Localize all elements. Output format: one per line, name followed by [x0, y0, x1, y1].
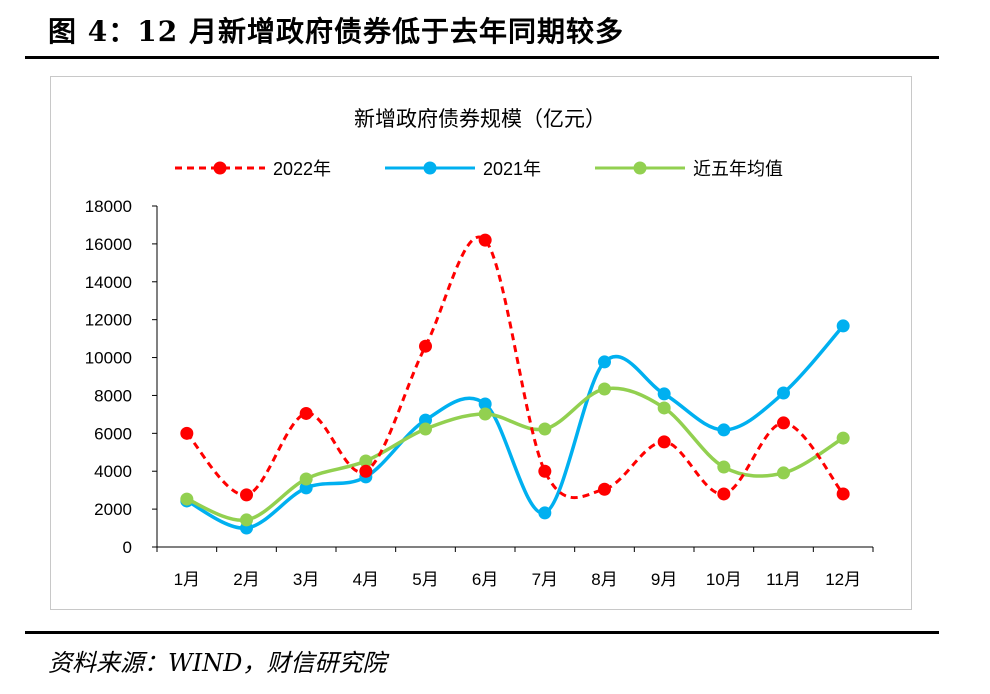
data-point — [538, 506, 552, 520]
data-point — [359, 454, 373, 468]
top-rule — [25, 56, 939, 59]
data-point — [717, 487, 731, 501]
x-tick-label: 2月 — [233, 570, 259, 589]
data-point — [419, 339, 432, 353]
legend-item: 2022年 — [175, 159, 331, 179]
y-tick-label: 8000 — [94, 386, 132, 405]
y-tick-label: 18000 — [85, 197, 132, 216]
legend-item: 2021年 — [385, 159, 541, 179]
data-point — [299, 481, 313, 495]
data-point — [777, 416, 790, 430]
legend-item: 近五年均值 — [595, 159, 783, 179]
data-point — [598, 355, 611, 369]
chart-frame — [50, 76, 912, 610]
legend-marker — [213, 161, 227, 175]
data-point — [657, 387, 671, 401]
data-point — [240, 513, 253, 527]
legend-marker — [423, 161, 437, 175]
data-point — [657, 435, 671, 449]
legend-label: 近五年均值 — [693, 159, 783, 179]
chart-title: 新增政府债券规模（亿元） — [354, 108, 606, 131]
data-point — [836, 319, 850, 333]
data-point — [180, 492, 194, 506]
data-point — [598, 382, 611, 396]
x-tick-label: 4月 — [353, 570, 379, 589]
data-point — [717, 460, 731, 474]
data-point — [299, 472, 313, 486]
data-point — [299, 406, 313, 420]
data-point — [777, 466, 790, 480]
data-point — [657, 401, 671, 415]
legend-label: 2022年 — [273, 159, 331, 179]
data-point — [240, 488, 253, 502]
legend-marker — [633, 161, 647, 175]
data-point — [180, 426, 194, 440]
legend: 2022年 2021年 近五年均值 — [175, 159, 783, 179]
data-point — [538, 464, 552, 478]
bottom-rule — [25, 631, 939, 634]
y-tick-label: 0 — [123, 538, 132, 557]
data-point — [717, 423, 731, 437]
legend-label: 2021年 — [483, 159, 541, 179]
source-note: 资料来源：WIND，财信研究院 — [48, 649, 387, 677]
y-tick-label: 12000 — [85, 311, 132, 330]
y-tick-label: 16000 — [85, 235, 132, 254]
y-tick-label: 14000 — [85, 273, 132, 292]
series-lines — [180, 233, 850, 535]
x-tick-label: 1月 — [174, 570, 200, 589]
data-point — [777, 386, 790, 400]
series-line — [186, 324, 845, 530]
figure-title: 图 4：12 月新增政府债券低于去年同期较多 — [48, 15, 624, 48]
y-tick-label: 10000 — [85, 349, 132, 368]
data-point — [419, 413, 432, 427]
x-tick-label: 12月 — [825, 570, 861, 589]
data-point — [836, 431, 850, 445]
x-tick-label: 10月 — [706, 570, 742, 589]
data-point — [359, 464, 373, 478]
data-point — [478, 397, 492, 411]
x-tick-label: 3月 — [293, 570, 319, 589]
y-tick-label: 4000 — [94, 462, 132, 481]
x-tick-label: 9月 — [651, 570, 677, 589]
data-point — [419, 422, 432, 436]
x-tick-label: 8月 — [591, 570, 617, 589]
axes: 0 2000 4000 6000 8000 10000 12000 14000 16000 180… — [85, 197, 874, 589]
y-tick-label: 6000 — [94, 424, 132, 443]
series-line — [185, 235, 845, 500]
x-tick-label: 7月 — [532, 570, 558, 589]
y-tick-label: 2000 — [94, 500, 132, 519]
data-point — [836, 487, 850, 501]
data-point — [538, 422, 552, 436]
x-tick-label: 6月 — [472, 570, 498, 589]
x-tick-label: 11月 — [766, 570, 801, 589]
series-five-year-avg — [180, 382, 850, 527]
data-point — [478, 407, 492, 421]
data-point — [598, 482, 611, 496]
series-2022 — [180, 233, 850, 502]
data-point — [478, 233, 492, 247]
x-tick-label: 5月 — [412, 570, 438, 589]
